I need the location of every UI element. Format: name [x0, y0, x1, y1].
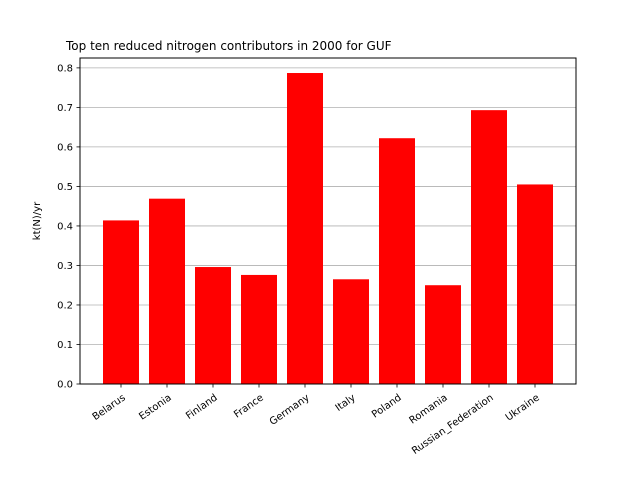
- bar: [333, 279, 369, 384]
- x-axis-ticks: Belarus Estonia Finland France Germany Italy P…: [91, 384, 542, 457]
- bar: [241, 274, 277, 384]
- y-axis-ticks: 0.0 0.1 0.2 0.3 0.4 0.5 0.6 0.7 0.8: [57, 63, 80, 391]
- bar: [471, 110, 507, 384]
- x-tick-label: Germany: [268, 392, 312, 427]
- x-tick-label: Italy: [334, 392, 358, 414]
- y-tick-label: 0.7: [57, 103, 73, 114]
- y-tick-label: 0.5: [57, 182, 73, 193]
- bar: [425, 285, 461, 384]
- y-tick-label: 0.2: [57, 300, 73, 311]
- bar: [517, 184, 553, 384]
- bar: [103, 220, 139, 384]
- plot-frame: [79, 57, 577, 385]
- bar: [149, 198, 185, 384]
- chart-title: Top ten reduced nitrogen contributors in…: [65, 39, 392, 53]
- x-tick-label: Finland: [184, 392, 220, 422]
- y-axis-label: kt(N)/yr: [32, 201, 43, 240]
- x-tick-label: Belarus: [91, 392, 128, 423]
- bar: [379, 138, 415, 384]
- bar: [287, 73, 323, 385]
- x-tick-label: Poland: [370, 392, 404, 420]
- y-tick-label: 0.3: [57, 261, 73, 272]
- y-tick-label: 0.1: [57, 340, 73, 351]
- y-tick-label: 0.0: [57, 380, 73, 391]
- y-tick-label: 0.8: [57, 63, 73, 74]
- x-tick-label: Romania: [408, 392, 450, 426]
- x-tick-label: Ukraine: [504, 392, 542, 423]
- x-tick-label: France: [232, 392, 266, 420]
- bar: [195, 267, 231, 384]
- bars: [103, 73, 553, 385]
- y-tick-label: 0.4: [57, 221, 73, 232]
- x-tick-label: Russian_Federation: [410, 392, 496, 457]
- x-tick-label: Estonia: [137, 392, 173, 422]
- y-tick-label: 0.6: [57, 142, 73, 153]
